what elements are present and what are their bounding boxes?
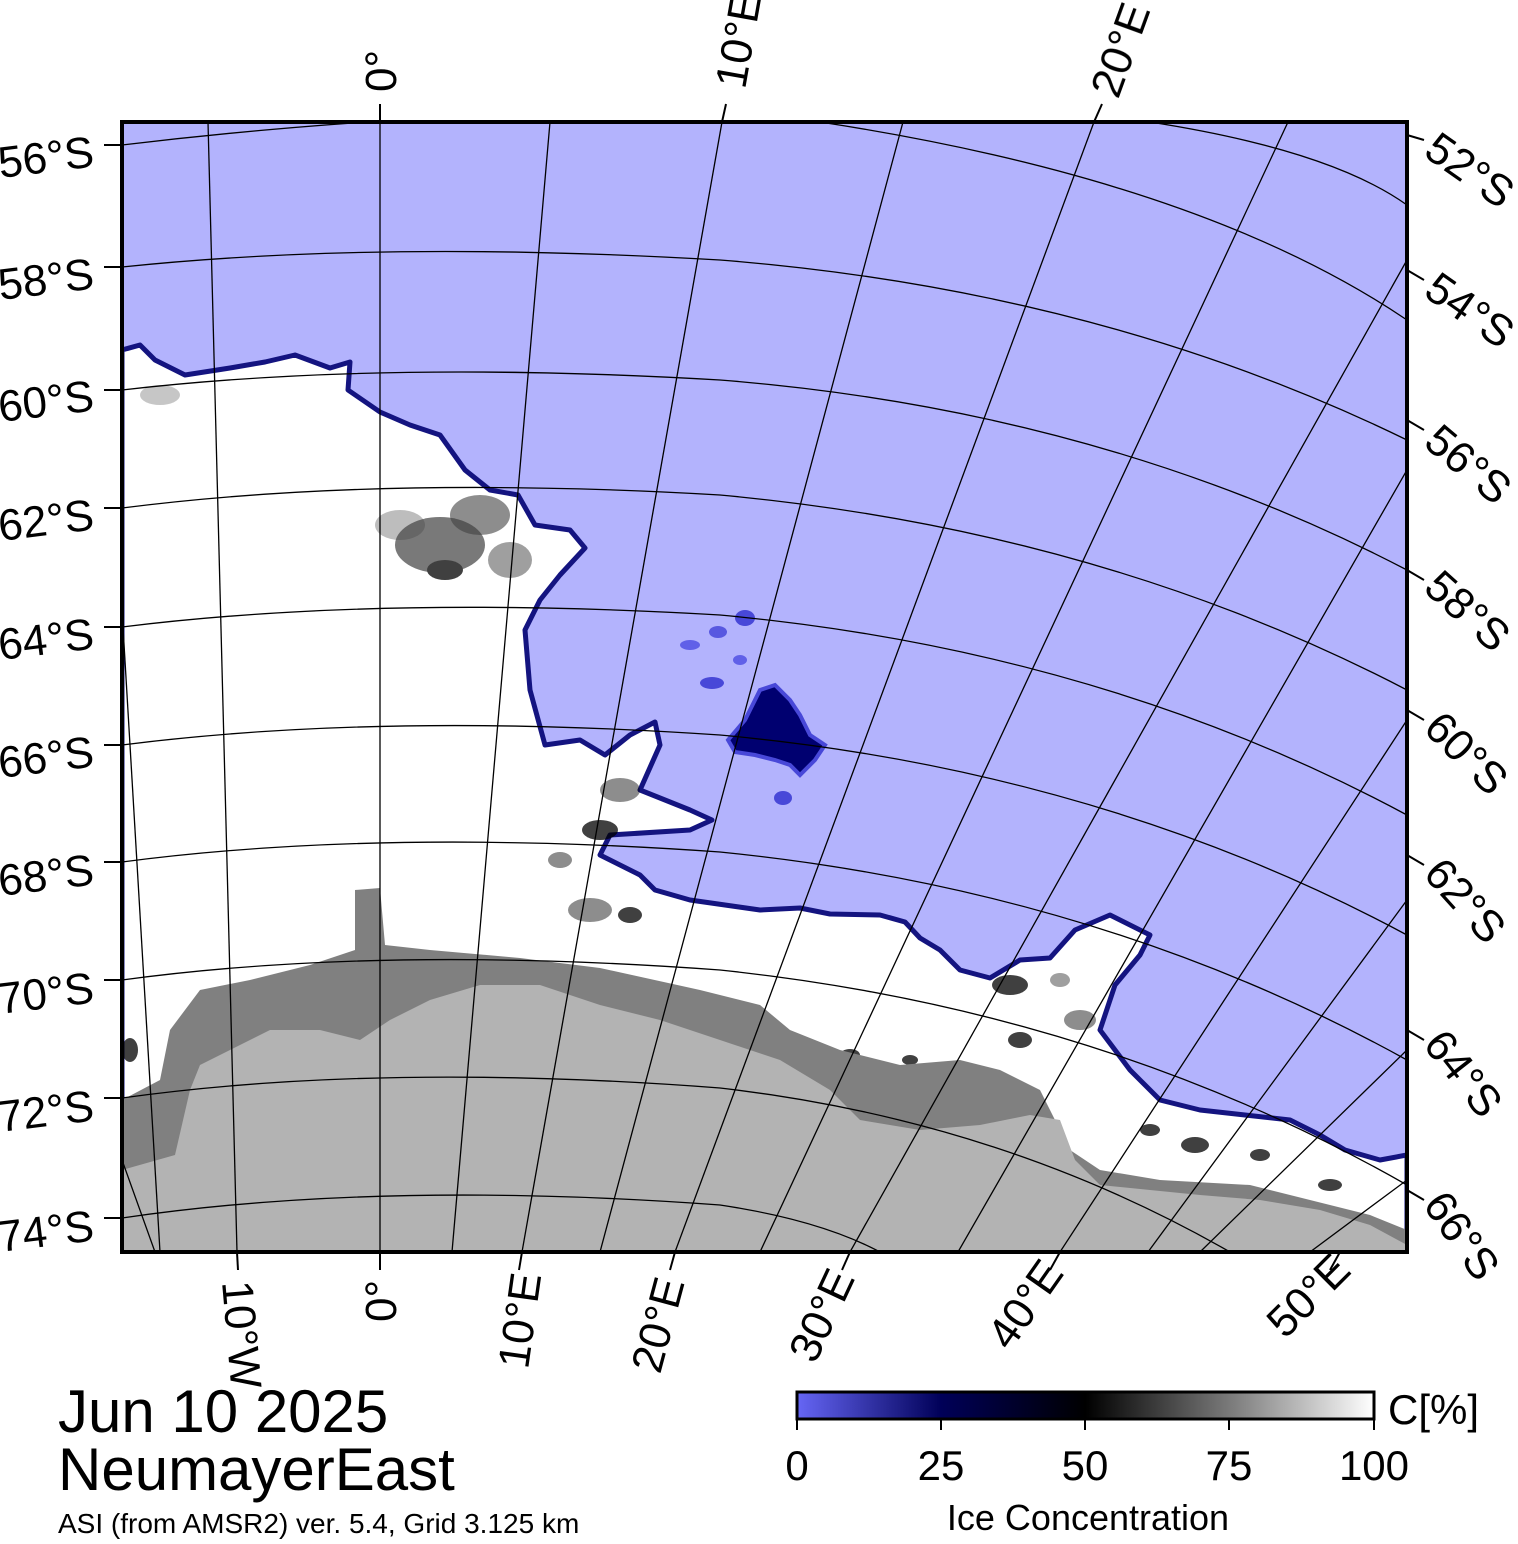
lat-label: 64°S — [1414, 1021, 1512, 1127]
lat-label: 64°S — [0, 610, 96, 670]
lat-label: 72°S — [0, 1082, 96, 1142]
lat-label: 74°S — [0, 1202, 96, 1262]
lon-labels-bottom: 10°W 0° 10°E 20°E 30°E 40°E 50°E — [212, 1245, 1360, 1391]
lat-labels-right: 52°S 54°S 56°S 58°S 60°S 62°S 64°S 66°S — [1414, 123, 1518, 1289]
lat-label: 66°S — [0, 728, 96, 788]
lon-label: 40°E — [978, 1251, 1073, 1358]
lat-label: 60°S — [1415, 702, 1517, 804]
colorbar-tick: 25 — [918, 1442, 965, 1489]
lat-label: 68°S — [0, 846, 96, 906]
frame-ticks — [104, 103, 1425, 1271]
colorbar-tick: 75 — [1206, 1442, 1253, 1489]
lon-label: 0° — [357, 50, 406, 92]
map-date: Jun 10 2025 — [58, 1378, 389, 1445]
map-region: NeumayerEast — [58, 1436, 455, 1503]
lon-label: 0° — [357, 1280, 406, 1322]
map-frame — [120, 120, 1409, 1254]
meridians — [122, 122, 1407, 1252]
lat-label: 62°S — [1415, 849, 1516, 953]
lat-label: 66°S — [1414, 1183, 1509, 1290]
lat-label: 54°S — [1416, 263, 1518, 358]
colorbar-tick: 100 — [1339, 1442, 1409, 1489]
lon-label: 30°E — [780, 1262, 865, 1370]
lon-label: 50°E — [1257, 1245, 1359, 1347]
ice-floes — [680, 610, 828, 805]
ice-texture — [122, 385, 1342, 1191]
lat-label: 70°S — [0, 964, 96, 1024]
colorbar-gradient — [795, 1390, 1376, 1421]
lon-label: 10°W — [212, 1279, 270, 1391]
lat-label: 52°S — [1416, 123, 1518, 218]
colorbar-tick: 0 — [785, 1442, 808, 1489]
lat-label: 60°S — [0, 372, 96, 432]
continent — [122, 985, 1407, 1252]
lat-label: 58°S — [0, 250, 96, 310]
lat-label: 58°S — [1415, 561, 1518, 662]
lat-label: 56°S — [1416, 415, 1518, 514]
map-area — [122, 122, 1407, 1252]
parallels — [122, 122, 1407, 1252]
colorbar-unit: C[%] — [1388, 1386, 1479, 1433]
lon-label: 10°E — [489, 1270, 551, 1372]
colorbar-title: Ice Concentration — [947, 1497, 1229, 1538]
lat-labels-left: 56°S 58°S 60°S 62°S 64°S 66°S 68°S 70°S … — [0, 128, 96, 1262]
lat-label: 56°S — [0, 128, 96, 188]
map-source: ASI (from AMSR2) ver. 5.4, Grid 3.125 km — [58, 1508, 580, 1539]
lon-labels-top: 0° 10°E 20°E — [357, 0, 1160, 103]
lon-label: 10°E — [707, 0, 772, 92]
lon-label: 20°E — [1081, 0, 1160, 103]
colorbar: C[%] 0 25 50 75 100 Ice Concentration — [785, 1386, 1479, 1538]
lon-label: 20°E — [622, 1272, 694, 1377]
colorbar-tick: 50 — [1062, 1442, 1109, 1489]
lat-label: 62°S — [0, 491, 96, 551]
